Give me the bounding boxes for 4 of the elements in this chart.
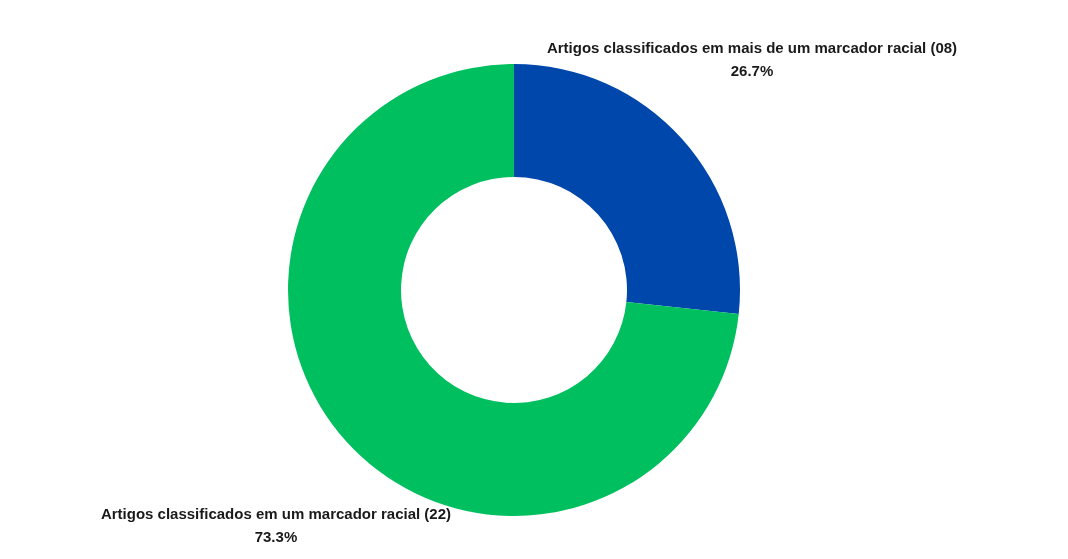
data-label: 73.3%	[254, 528, 298, 546]
data-label: 26.7%	[730, 62, 774, 80]
slice-label: Artigos classificados em um marcador racial (22)	[100, 505, 452, 523]
slice-label: Artigos classificados em mais de um marcador racial (08)	[546, 39, 958, 57]
